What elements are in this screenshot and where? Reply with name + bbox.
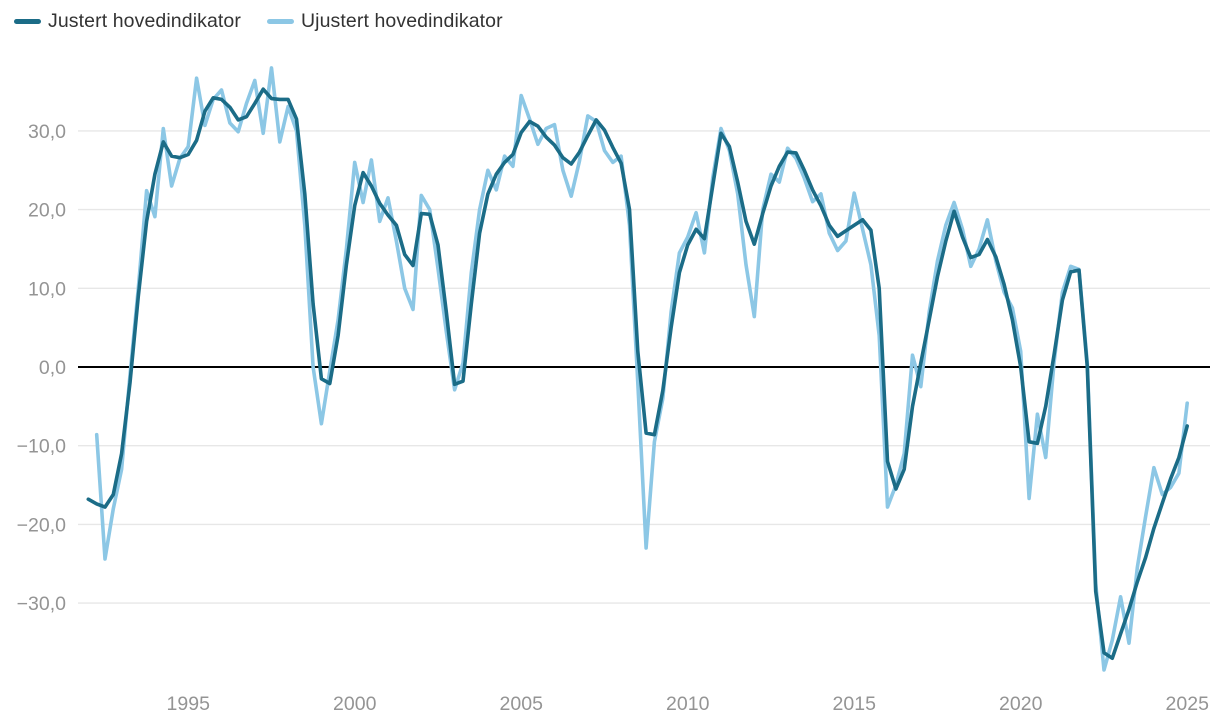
y-tick-label: 0,0: [39, 357, 66, 379]
legend-line-swatch: [266, 19, 294, 24]
y-tick-label: −20,0: [17, 514, 66, 536]
legend-label: Justert hovedindikator: [48, 10, 241, 32]
x-tick-label: 2010: [666, 693, 710, 715]
y-tick-label: −10,0: [17, 436, 66, 458]
unadjusted-indicator-line: [94, 66, 1189, 672]
x-tick-label: 2020: [999, 693, 1043, 715]
y-tick-label: −30,0: [17, 593, 66, 615]
x-tick-label: 2025: [1166, 693, 1210, 715]
x-tick-label: 2005: [500, 693, 544, 715]
y-tick-label: 20,0: [28, 200, 66, 222]
legend-line-swatch: [14, 19, 41, 24]
x-tick-label: 1995: [167, 693, 211, 715]
x-tick-label: 2000: [333, 693, 377, 715]
adjusted-indicator-line: [86, 87, 1189, 661]
chart-legend: Justert hovedindikator Ujustert hovedindi…: [14, 10, 503, 33]
legend-label: Ujustert hovedindikator: [300, 10, 503, 32]
y-tick-label: 10,0: [28, 278, 66, 300]
legend-item[interactable]: Justert hovedindikator: [14, 10, 241, 33]
legend-item[interactable]: Ujustert hovedindikator: [266, 10, 503, 33]
x-tick-label: 2015: [833, 693, 877, 715]
y-tick-label: 30,0: [28, 121, 66, 143]
